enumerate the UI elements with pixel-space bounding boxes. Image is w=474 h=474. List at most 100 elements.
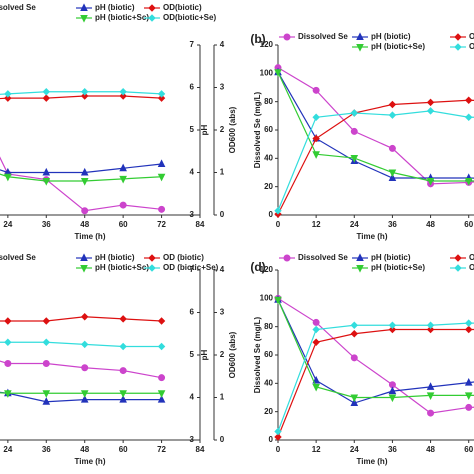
data-point — [350, 127, 358, 135]
y-tick-label: 40 — [264, 378, 273, 387]
series-line — [0, 173, 162, 182]
legend-marker — [80, 253, 88, 261]
x-tick-label: 36 — [42, 220, 51, 229]
legend-marker — [80, 15, 88, 23]
data-point — [388, 100, 397, 109]
legend-marker — [283, 33, 291, 41]
data-point — [157, 90, 166, 98]
data-point — [274, 69, 282, 77]
series-line — [277, 322, 474, 432]
data-point — [157, 173, 166, 182]
x-tick-label: 36 — [42, 445, 51, 454]
data-point — [4, 317, 12, 325]
x-tick-label: 60 — [464, 220, 473, 229]
y2-axis-title: pH — [200, 349, 209, 360]
data-point — [42, 94, 50, 102]
data-point — [157, 390, 166, 398]
data-point — [42, 338, 50, 346]
y2-tick-label: 6 — [190, 308, 195, 317]
data-point — [4, 390, 12, 398]
data-point — [274, 207, 282, 215]
data-point — [426, 321, 435, 329]
y2-tick-label: 6 — [190, 83, 195, 92]
data-point — [81, 88, 89, 96]
data-point — [350, 109, 358, 117]
series-line — [277, 328, 474, 438]
legend-label: pH (biotic+Sc) — [95, 263, 149, 272]
data-point — [42, 390, 51, 398]
x-tick-label: 60 — [119, 445, 128, 454]
data-point — [80, 178, 89, 186]
legend-marker — [454, 264, 462, 272]
legend-marker — [283, 254, 291, 262]
data-point — [465, 325, 473, 334]
legend-label: OD(biotic) — [469, 253, 474, 262]
x-axis-title: Time (h) — [75, 232, 106, 241]
data-point — [157, 317, 166, 325]
data-point — [274, 427, 282, 436]
y2-axis-title: pH — [200, 124, 209, 135]
y-tick-label: 80 — [264, 322, 273, 331]
y-tick-label: 40 — [264, 153, 273, 162]
y3-tick-label: 1 — [220, 393, 225, 402]
x-tick-label: 0 — [276, 220, 281, 229]
data-point — [464, 378, 473, 386]
data-point — [426, 382, 435, 390]
y-tick-label: 100 — [260, 68, 274, 77]
data-point — [464, 392, 473, 400]
y-tick-label: 120 — [260, 40, 274, 49]
series-line — [277, 71, 474, 182]
data-point — [119, 342, 127, 351]
series-line — [277, 99, 474, 215]
x-tick-label: 84 — [196, 445, 205, 454]
series-line — [277, 110, 474, 211]
series-line — [0, 360, 162, 379]
data-point — [81, 92, 89, 100]
y2-tick-label: 3 — [190, 435, 195, 444]
legend-label: OD(biotic+Se) — [163, 13, 216, 22]
legend-label: pH (biotic+Se) — [371, 263, 425, 272]
legend-label: Dissolved Se — [0, 253, 36, 262]
x-tick-label: 24 — [3, 445, 12, 454]
series-line — [0, 95, 162, 100]
data-point — [388, 144, 396, 152]
legend-marker — [356, 253, 364, 261]
y2-tick-label: 3 — [190, 210, 195, 219]
x-tick-label: 48 — [80, 445, 89, 454]
legend-label: pH (biotic+Se) — [371, 42, 425, 51]
y2-tick-label: 7 — [190, 265, 195, 274]
data-point — [427, 409, 435, 417]
data-point — [350, 398, 359, 407]
y3-tick-label: 1 — [220, 168, 225, 177]
legend-marker — [356, 32, 364, 40]
data-point — [81, 207, 89, 215]
data-point — [157, 94, 166, 102]
data-point — [42, 167, 51, 176]
legend-label: Dissolved Se — [0, 3, 36, 12]
data-point — [158, 205, 166, 213]
y2-tick-label: 5 — [190, 125, 195, 134]
legend-label: OD (biotic+Se) — [163, 263, 219, 272]
data-point — [312, 325, 320, 334]
legend-label: OD(biotic+Se) — [469, 263, 474, 272]
data-point — [388, 394, 397, 403]
y3-tick-label: 4 — [220, 40, 225, 49]
data-point — [42, 397, 51, 405]
data-point — [119, 92, 127, 100]
legend-marker — [454, 254, 462, 262]
y3-tick-label: 3 — [220, 83, 225, 92]
data-point — [312, 113, 320, 121]
series-line — [0, 163, 162, 174]
data-point — [312, 134, 320, 143]
data-point — [388, 325, 397, 334]
x-tick-label: 48 — [80, 220, 89, 229]
legend-label: Dissolved Se — [298, 32, 348, 41]
panel-label: (d) — [250, 260, 265, 274]
legend-label: pH (biotic+Sc) — [95, 13, 149, 22]
data-point — [388, 321, 397, 329]
data-point — [81, 364, 89, 372]
data-point — [119, 390, 127, 398]
data-point — [4, 94, 12, 102]
y2-tick-label: 4 — [190, 393, 195, 402]
y3-tick-label: 2 — [220, 125, 225, 134]
